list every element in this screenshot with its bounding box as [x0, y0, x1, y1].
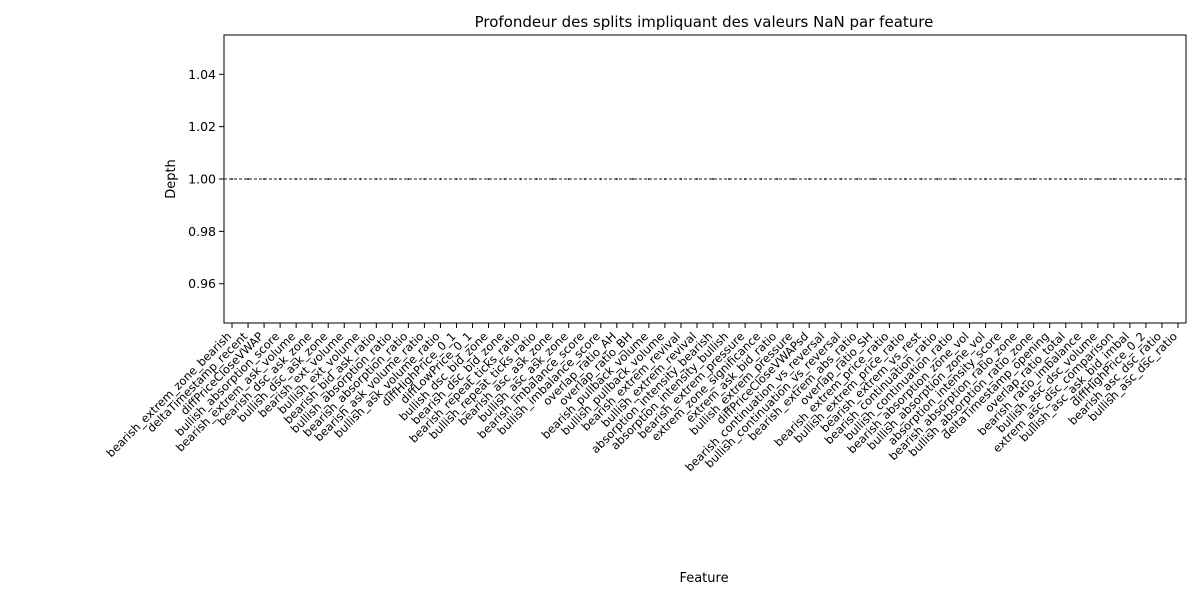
y-tick-label: 1.02: [188, 119, 216, 134]
depth-point: [230, 177, 234, 181]
y-axis: 0.96 0.98 1.00 1.02 1.04: [188, 67, 224, 291]
depth-point: [1016, 177, 1019, 181]
depth-point: [647, 177, 650, 181]
depth-point: [375, 177, 378, 181]
depth-point: [824, 177, 827, 181]
depth-point: [343, 177, 346, 181]
depth-point: [246, 177, 250, 181]
depth-point: [1096, 177, 1099, 181]
x-axis: bearish_extrem_zone_bearishdeltaTimestam…: [103, 323, 1180, 474]
depth-point: [407, 177, 410, 181]
depth-point: [984, 177, 987, 181]
depth-point: [1080, 177, 1083, 181]
depth-point: [872, 177, 875, 181]
depth-point: [1144, 177, 1148, 181]
depth-point: [1176, 177, 1180, 181]
depth-point: [471, 177, 474, 181]
depth-point: [455, 177, 458, 181]
y-tick-label: 0.98: [188, 224, 216, 239]
depth-point: [711, 177, 715, 181]
y-tick-label: 1.00: [188, 172, 216, 187]
depth-point: [503, 177, 506, 181]
depth-point: [663, 177, 667, 181]
depth-point: [311, 177, 314, 181]
depth-point: [359, 177, 362, 181]
depth-point: [1000, 177, 1003, 181]
depth-point: [1064, 177, 1067, 181]
depth-point: [743, 177, 747, 181]
depth-point: [295, 177, 298, 181]
depth-point: [583, 177, 586, 181]
depth-point: [535, 177, 538, 181]
depth-point: [1112, 177, 1115, 181]
depth-point: [279, 177, 282, 181]
depth-point: [792, 177, 795, 181]
depth-point: [1160, 177, 1164, 181]
x-axis-label: Feature: [679, 571, 728, 586]
depth-point: [599, 177, 602, 181]
depth-point: [1048, 177, 1051, 181]
depth-point: [615, 177, 618, 181]
depth-point: [760, 177, 763, 181]
depth-point: [695, 177, 699, 181]
depth-point: [423, 177, 426, 181]
depth-point: [888, 177, 891, 181]
depth-point: [631, 177, 634, 181]
depth-point: [840, 177, 843, 181]
chart-title: Profondeur des splits impliquant des val…: [475, 13, 934, 31]
depth-point: [439, 177, 442, 181]
series-layer: [224, 177, 1186, 181]
depth-point: [519, 177, 522, 181]
depth-point: [856, 177, 859, 181]
depth-point: [262, 177, 266, 181]
depth-point: [679, 177, 683, 181]
depth-point: [920, 177, 923, 181]
depth-point: [391, 177, 394, 181]
depth-point: [808, 177, 811, 181]
y-tick-label: 1.04: [188, 67, 216, 82]
depth-point: [968, 177, 971, 181]
depth-point: [904, 177, 907, 181]
depth-point: [567, 177, 570, 181]
depth-point: [551, 177, 554, 181]
y-axis-label: Depth: [164, 159, 179, 199]
depth-point: [1128, 177, 1131, 181]
depth-point: [327, 177, 330, 181]
depth-point: [776, 177, 779, 181]
depth-point: [936, 177, 939, 181]
depth-point: [727, 177, 731, 181]
y-tick-label: 0.96: [188, 276, 216, 291]
depth-point: [952, 177, 955, 181]
depth-point: [1032, 177, 1035, 181]
depth-point: [487, 177, 490, 181]
